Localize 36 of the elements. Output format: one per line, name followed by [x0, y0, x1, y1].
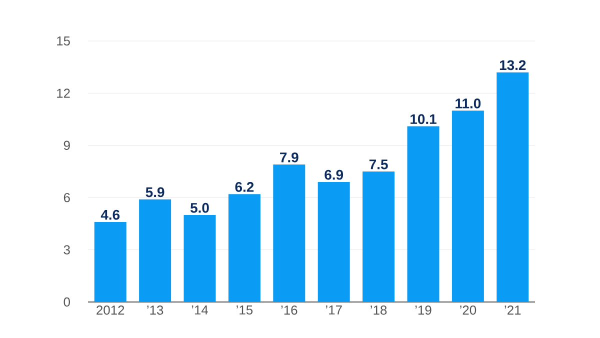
bar	[452, 110, 484, 302]
data-label: 10.1	[410, 114, 436, 124]
data-label: 13.2	[500, 60, 526, 70]
data-label: 11.0	[456, 98, 481, 108]
x-tick-label: 2012	[96, 306, 124, 315]
data-label: 5.9	[146, 187, 164, 198]
y-tick-label: 9	[64, 140, 70, 150]
data-label: 7.5	[369, 160, 388, 170]
bar	[362, 172, 395, 302]
bar	[407, 126, 440, 302]
y-tick-label: 3	[64, 245, 70, 254]
bar	[94, 222, 126, 302]
x-tick-label: ’21	[504, 306, 521, 315]
x-tick-label: ’14	[192, 306, 208, 314]
bar	[318, 182, 350, 302]
x-tick-label: ’15	[236, 306, 253, 315]
x-tick-label: ’19	[415, 306, 432, 315]
bar	[184, 215, 216, 302]
x-tick-label: ’13	[147, 306, 164, 315]
y-tick-label: 0	[64, 297, 70, 307]
bar	[139, 199, 172, 302]
data-label: 6.2	[235, 182, 254, 192]
x-tick-label: ’17	[326, 306, 342, 314]
bar	[273, 164, 306, 302]
data-label: 6.9	[324, 170, 344, 180]
bar	[496, 72, 529, 302]
x-tick-label: ’20	[460, 306, 476, 315]
data-label: 7.9	[280, 152, 298, 162]
x-tick-label: ’16	[281, 306, 298, 315]
y-tick-label: 12	[57, 88, 70, 98]
y-tick-label: 6	[64, 193, 70, 202]
x-tick-label: ’18	[370, 306, 387, 315]
bar	[228, 194, 260, 302]
y-tick-label: 15	[57, 36, 70, 46]
data-label: 5.0	[190, 202, 209, 213]
data-label: 4.6	[100, 210, 120, 220]
